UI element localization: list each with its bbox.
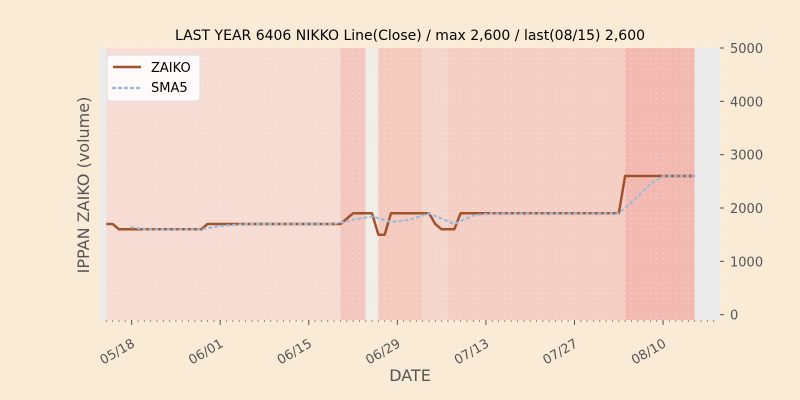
legend: ZAIKO SMA5 — [106, 54, 201, 102]
background-band-2 — [340, 48, 366, 320]
x-axis-label: DATE — [389, 366, 431, 385]
y-axis-label: IPPAN ZAIKO (volume) — [74, 97, 93, 274]
background-band-5 — [422, 48, 448, 320]
background-bands — [100, 48, 720, 320]
background-band-8 — [694, 48, 720, 320]
background-band-0 — [100, 48, 107, 320]
y-tick-label: 5000 — [730, 42, 763, 57]
background-band-4 — [378, 48, 423, 320]
legend-label-zaiko: ZAIKO — [151, 61, 191, 76]
background-band-6 — [447, 48, 626, 320]
background-band-7 — [625, 48, 695, 320]
chart-title: LAST YEAR 6406 NIKKO Line(Close) / max 2… — [175, 28, 645, 44]
y-tick-label: 1000 — [730, 255, 763, 270]
series-line-sma5 — [130, 174, 696, 231]
y-tick-label: 4000 — [730, 95, 763, 110]
y-tick-label: 3000 — [730, 149, 763, 164]
y-tick-label: 0 — [730, 309, 738, 324]
y-tick-label: 2000 — [730, 202, 763, 217]
legend-label-sma5: SMA5 — [151, 81, 188, 96]
series-lines — [106, 174, 696, 236]
background-band-3 — [365, 48, 379, 320]
